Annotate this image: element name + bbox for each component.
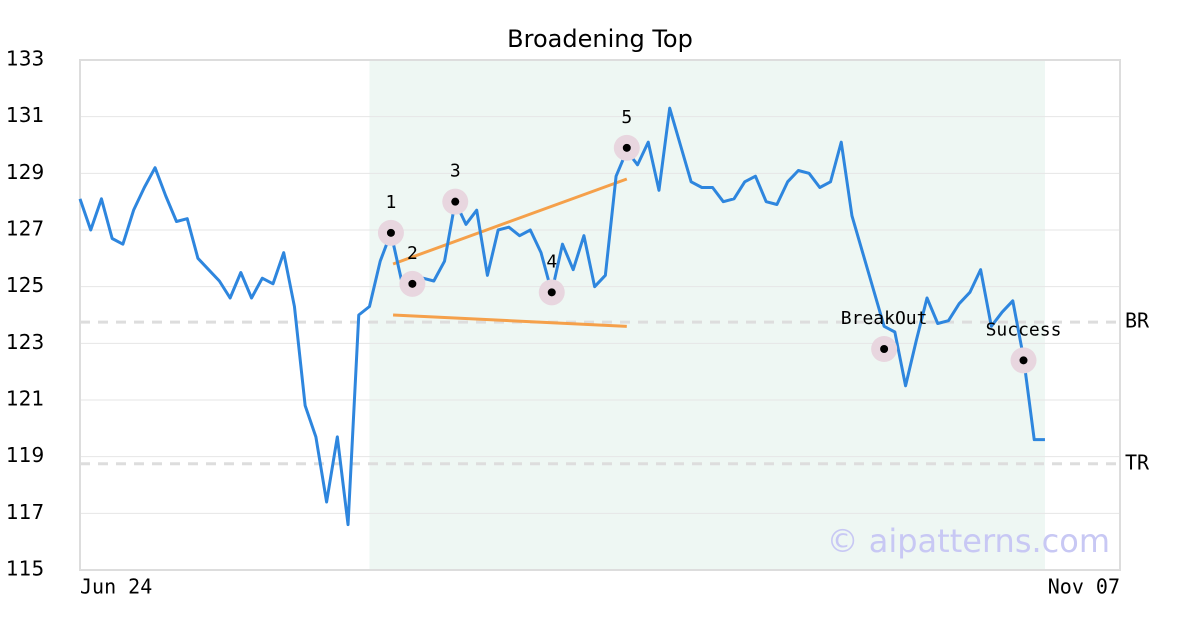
y-tick-label: 121 <box>6 387 44 411</box>
marker-label: 3 <box>450 161 461 182</box>
y-tick-label: 125 <box>6 273 44 297</box>
y-tick-label: 131 <box>6 103 44 127</box>
y-tick-label: 133 <box>6 47 44 71</box>
marker-label: 4 <box>546 251 557 272</box>
marker-dot <box>880 345 889 353</box>
marker-dot <box>386 228 395 237</box>
x-tick-label: Jun 24 <box>80 575 152 599</box>
price-line <box>78 106 1045 527</box>
marker-dot <box>622 143 631 152</box>
marker-label: 1 <box>386 192 397 213</box>
x-tick-label: Nov 07 <box>1048 575 1120 599</box>
marker-label: 2 <box>407 243 418 264</box>
plot-frame <box>79 59 1121 571</box>
marker-label: BreakOut <box>841 308 928 329</box>
level-label: TR <box>1125 450 1150 474</box>
trendline <box>392 313 627 328</box>
y-tick-label: 115 <box>6 557 44 581</box>
marker-dot <box>408 279 417 288</box>
marker-label: Success <box>986 319 1062 340</box>
y-tick-label: 127 <box>6 217 44 241</box>
y-tick-label: 129 <box>6 160 44 184</box>
watermark: © aipatterns.com <box>827 522 1110 560</box>
marker-dot <box>547 288 556 297</box>
y-tick-label: 119 <box>6 443 44 467</box>
pattern-region <box>369 60 1045 570</box>
marker-dot <box>451 197 460 206</box>
chart-title: Broadening Top <box>507 25 693 53</box>
marker-dot <box>1019 356 1028 365</box>
trendline <box>392 177 628 266</box>
level-label: BR <box>1125 309 1150 333</box>
y-tick-label: 123 <box>6 330 44 354</box>
marker-label: 5 <box>621 107 632 128</box>
y-tick-label: 117 <box>6 500 44 524</box>
